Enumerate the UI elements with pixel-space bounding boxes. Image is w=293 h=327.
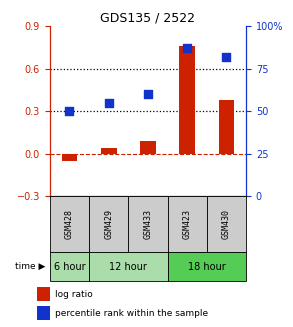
Bar <box>179 46 195 154</box>
Text: time ▶: time ▶ <box>16 262 46 271</box>
Text: log ratio: log ratio <box>55 290 93 299</box>
Text: GSM423: GSM423 <box>183 209 192 239</box>
Point <box>185 46 190 51</box>
Bar <box>89 196 128 252</box>
Bar <box>37 287 50 301</box>
Bar <box>168 196 207 252</box>
Bar <box>50 196 89 252</box>
Point <box>106 100 111 105</box>
Bar <box>168 252 246 281</box>
Text: 6 hour: 6 hour <box>54 262 85 271</box>
Bar <box>128 196 168 252</box>
Bar <box>50 252 89 281</box>
Bar <box>62 154 77 161</box>
Bar <box>140 141 156 154</box>
Point <box>67 109 72 114</box>
Text: GSM430: GSM430 <box>222 209 231 239</box>
Text: GSM433: GSM433 <box>144 209 152 239</box>
Bar <box>219 100 234 154</box>
Point <box>146 92 150 97</box>
Bar <box>207 196 246 252</box>
Title: GDS135 / 2522: GDS135 / 2522 <box>100 12 195 25</box>
Text: 18 hour: 18 hour <box>188 262 226 271</box>
Text: GSM428: GSM428 <box>65 209 74 239</box>
Text: 12 hour: 12 hour <box>109 262 147 271</box>
Point <box>224 54 229 60</box>
Text: percentile rank within the sample: percentile rank within the sample <box>55 309 208 318</box>
Text: GSM429: GSM429 <box>104 209 113 239</box>
Bar <box>37 306 50 320</box>
Bar <box>89 252 168 281</box>
Bar <box>101 148 117 154</box>
